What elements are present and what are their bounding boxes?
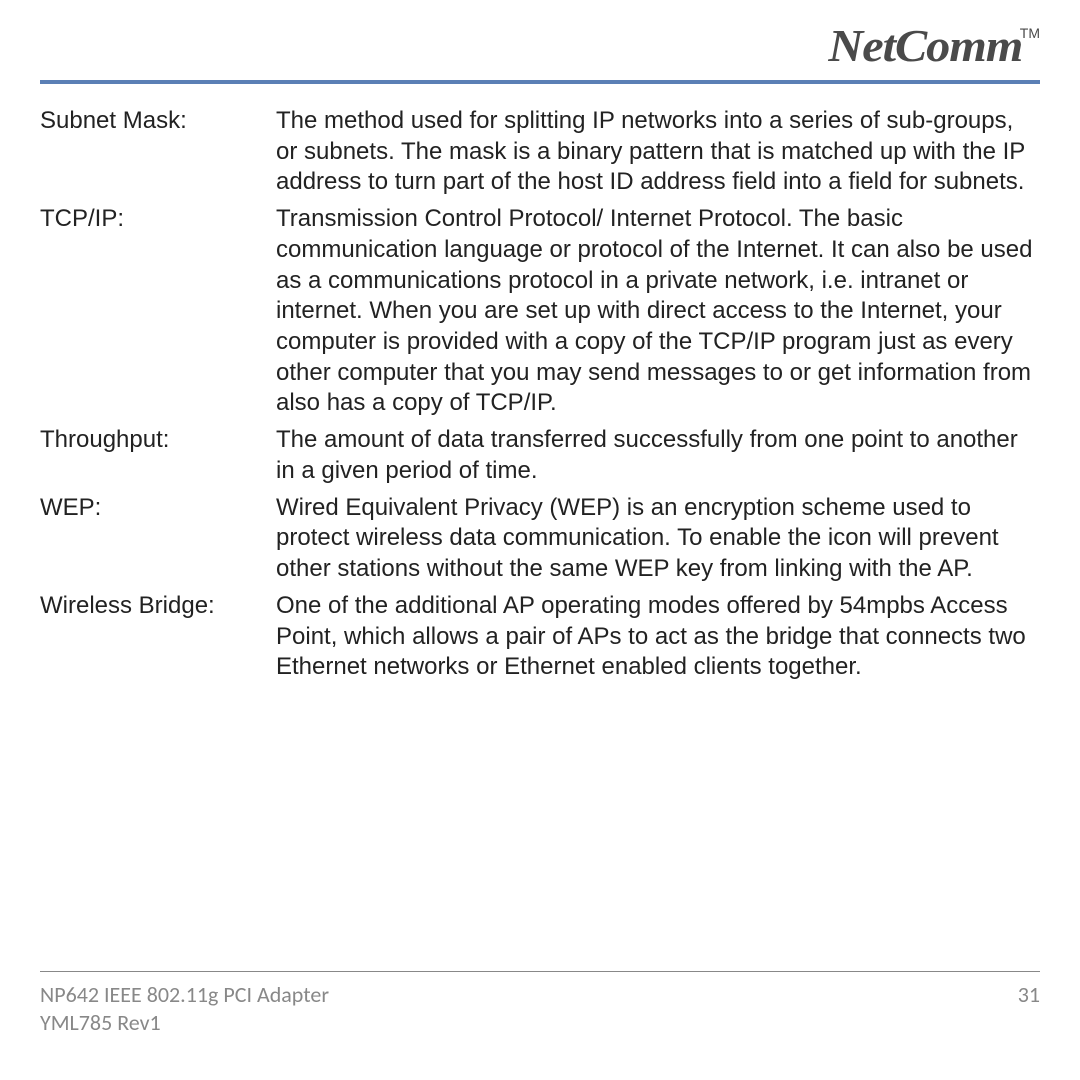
brand-logo: NetComm TM (833, 19, 1040, 72)
glossary-term: TCP/IP: (40, 204, 276, 419)
footer-divider (40, 971, 1040, 972)
brand-logo-text: NetComm (828, 19, 1022, 72)
glossary-definition: Wired Equivalent Privacy (WEP) is an enc… (276, 493, 1040, 585)
page-footer: NP642 IEEE 802.11g PCI Adapter YML785 Re… (40, 981, 1040, 1036)
glossary-term: Wireless Bridge: (40, 591, 276, 683)
glossary-entry: Throughput: The amount of data transferr… (40, 425, 1040, 486)
glossary-entry: WEP: Wired Equivalent Privacy (WEP) is a… (40, 493, 1040, 585)
glossary-definition: Transmission Control Protocol/ Internet … (276, 204, 1040, 419)
glossary-definition: The method used for splitting IP network… (276, 106, 1040, 198)
page-header: NetComm TM (40, 0, 1040, 80)
glossary-term: WEP: (40, 493, 276, 585)
trademark-symbol: TM (1020, 25, 1040, 41)
page-number: 31 (1018, 981, 1040, 1008)
footer-doc-revision: YML785 Rev1 (40, 1009, 329, 1037)
glossary-list: Subnet Mask: The method used for splitti… (40, 106, 1040, 683)
glossary-definition: The amount of data transferred successfu… (276, 425, 1040, 486)
glossary-term: Subnet Mask: (40, 106, 276, 198)
header-divider (40, 80, 1040, 84)
glossary-term: Throughput: (40, 425, 276, 486)
glossary-entry: Wireless Bridge: One of the additional A… (40, 591, 1040, 683)
glossary-entry: TCP/IP: Transmission Control Protocol/ I… (40, 204, 1040, 419)
footer-product-info: NP642 IEEE 802.11g PCI Adapter YML785 Re… (40, 981, 329, 1036)
footer-product-name: NP642 IEEE 802.11g PCI Adapter (40, 981, 329, 1009)
glossary-definition: One of the additional AP operating modes… (276, 591, 1040, 683)
glossary-entry: Subnet Mask: The method used for splitti… (40, 106, 1040, 198)
